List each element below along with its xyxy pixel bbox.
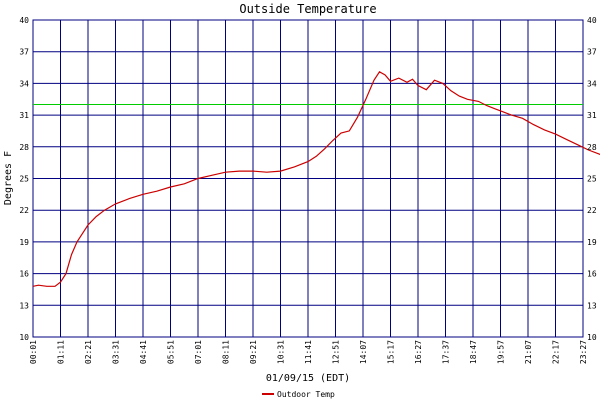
y-tick-label: 22: [19, 206, 29, 215]
x-tick-label: 11:41: [304, 340, 313, 364]
x-tick-label: 19:57: [497, 340, 506, 364]
x-tick-label: 17:37: [442, 340, 451, 364]
series-group: [32, 71, 600, 287]
x-tick-label: 05:51: [167, 340, 176, 364]
y-tick-label-right: 25: [587, 175, 597, 184]
x-tick-label: 00:01: [29, 340, 38, 364]
x-tick-label: 23:27: [579, 340, 588, 364]
y-tick-label: 10: [19, 333, 29, 342]
chart-title: Outside Temperature: [239, 2, 376, 16]
x-tick-label: 21:07: [524, 340, 533, 364]
y-tick-label: 16: [19, 270, 29, 279]
y-tick-label-right: 19: [587, 238, 597, 247]
y-tick-label-right: 34: [587, 79, 597, 88]
y-tick-label: 40: [19, 16, 29, 25]
x-tick-label: 14:07: [359, 340, 368, 364]
x-tick-label: 22:17: [552, 340, 561, 364]
x-tick-label: 03:31: [112, 340, 121, 364]
x-tick-label: 18:47: [469, 340, 478, 364]
y-tick-label-right: 16: [587, 270, 597, 279]
x-tick-label: 02:21: [84, 340, 93, 364]
x-tick-label: 08:11: [222, 340, 231, 364]
x-tick-label: 12:51: [332, 340, 341, 364]
y-tick-labels-left: 10 13 16 19 22 25 28 31 34 37 40: [19, 16, 29, 342]
legend: Outdoor Temp: [262, 390, 335, 399]
legend-label: Outdoor Temp: [277, 390, 335, 399]
y-tick-labels-right: 10 13 16 19 22 25 28 31 34 37 40: [587, 16, 597, 342]
y-tick-label: 31: [19, 111, 29, 120]
y-tick-label: 13: [19, 301, 29, 310]
y-tick-label: 37: [19, 48, 29, 57]
y-tick-label: 34: [19, 79, 29, 88]
y-tick-label-right: 22: [587, 206, 597, 215]
vertical-gridlines: [32, 20, 584, 337]
x-tick-label: 10:31: [277, 340, 286, 364]
y-tick-label: 28: [19, 143, 29, 152]
y-tick-label-right: 10: [587, 333, 597, 342]
x-tick-labels: 00:01 01:11 02:21 03:31 04:41 05:51 07:01 08:11…: [29, 340, 588, 364]
x-tick-label: 16:27: [414, 340, 423, 364]
x-tick-label: 15:17: [387, 340, 396, 364]
y-tick-label-right: 37: [587, 48, 597, 57]
y-tick-label-right: 28: [587, 143, 597, 152]
y-axis-label: Degrees F: [3, 151, 14, 205]
y-tick-label: 19: [19, 238, 29, 247]
series-line-outdoor-temp: [32, 71, 600, 287]
y-tick-label-right: 40: [587, 16, 597, 25]
y-tick-label-right: 31: [587, 111, 597, 120]
x-tick-label: 07:01: [194, 340, 203, 364]
x-tick-label: 04:41: [139, 340, 148, 364]
x-tick-label: 01:11: [57, 340, 66, 364]
y-tick-label-right: 13: [587, 301, 597, 310]
x-tick-label: 09:21: [249, 340, 258, 364]
x-axis-label: 01/09/15 (EDT): [266, 373, 350, 384]
y-tick-label: 25: [19, 175, 29, 184]
